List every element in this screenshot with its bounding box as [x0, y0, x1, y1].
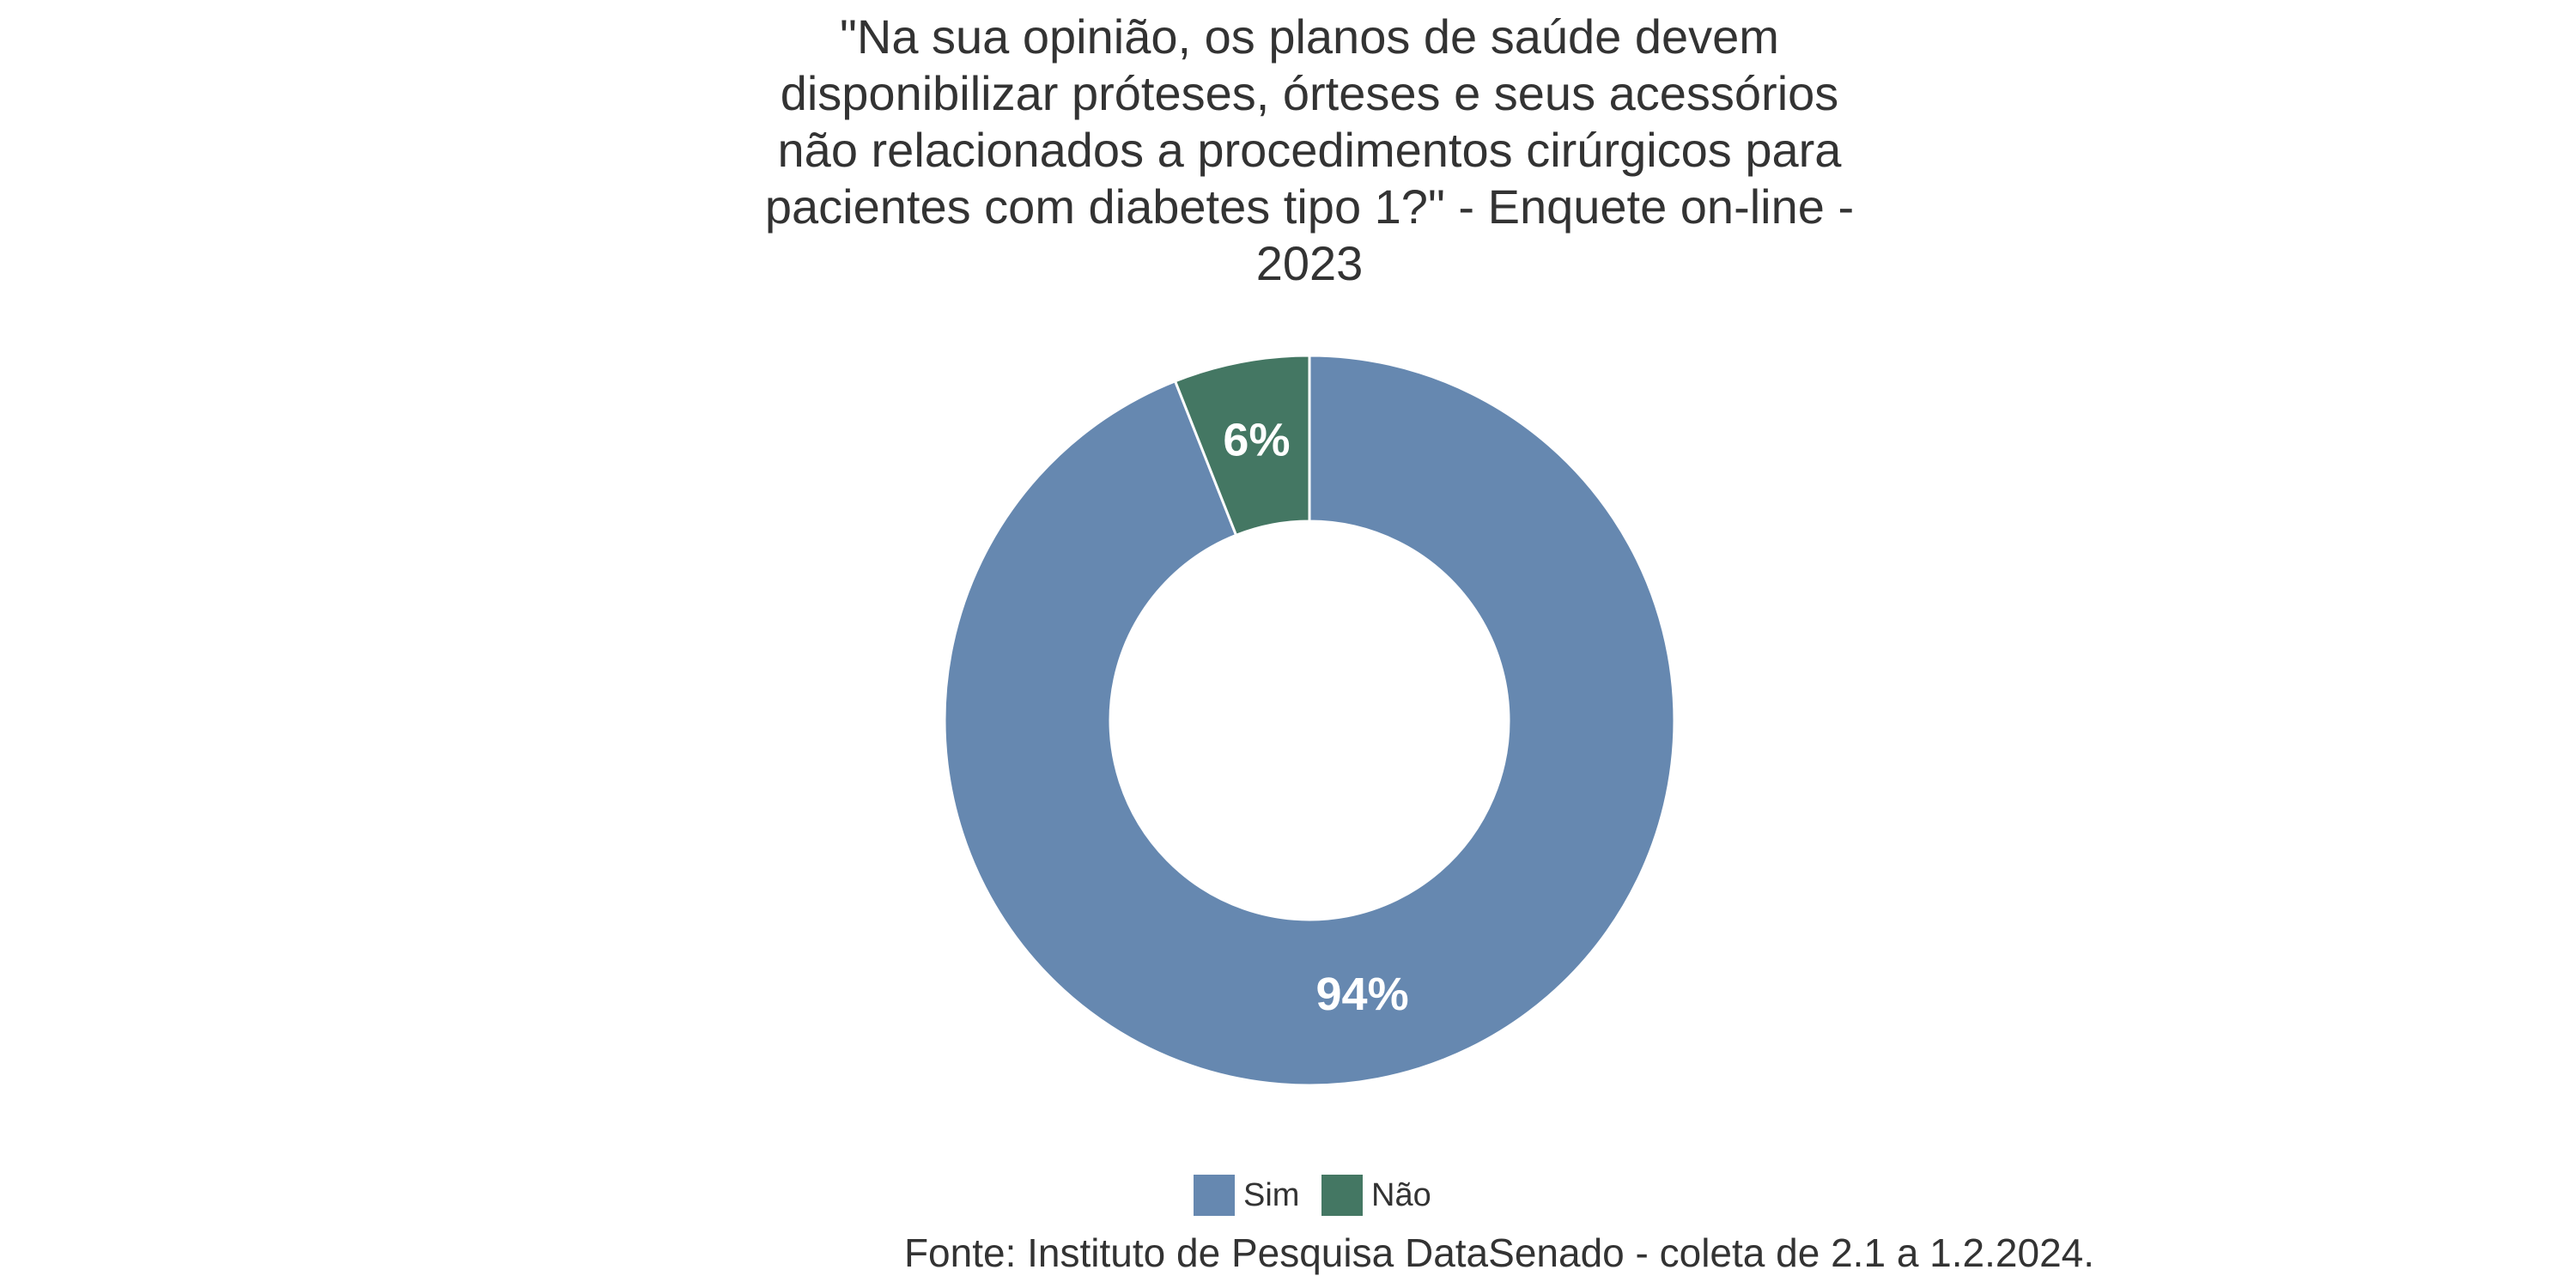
chart-title: "Na sua opinião, os planos de saúde deve…: [764, 9, 1855, 290]
data-label: 94%: [1316, 969, 1409, 1020]
legend-label: Sim: [1243, 1177, 1299, 1213]
legend-swatch: [1321, 1175, 1363, 1216]
caption: Fonte: Instituto de Pesquisa DataSenado …: [904, 1230, 2094, 1275]
data-label: 6%: [1223, 415, 1290, 466]
legend-swatch: [1194, 1175, 1235, 1216]
donut-slice: [1173, 354, 1311, 538]
donut-slice: [943, 354, 1676, 1087]
legend-label: Não: [1371, 1177, 1431, 1213]
